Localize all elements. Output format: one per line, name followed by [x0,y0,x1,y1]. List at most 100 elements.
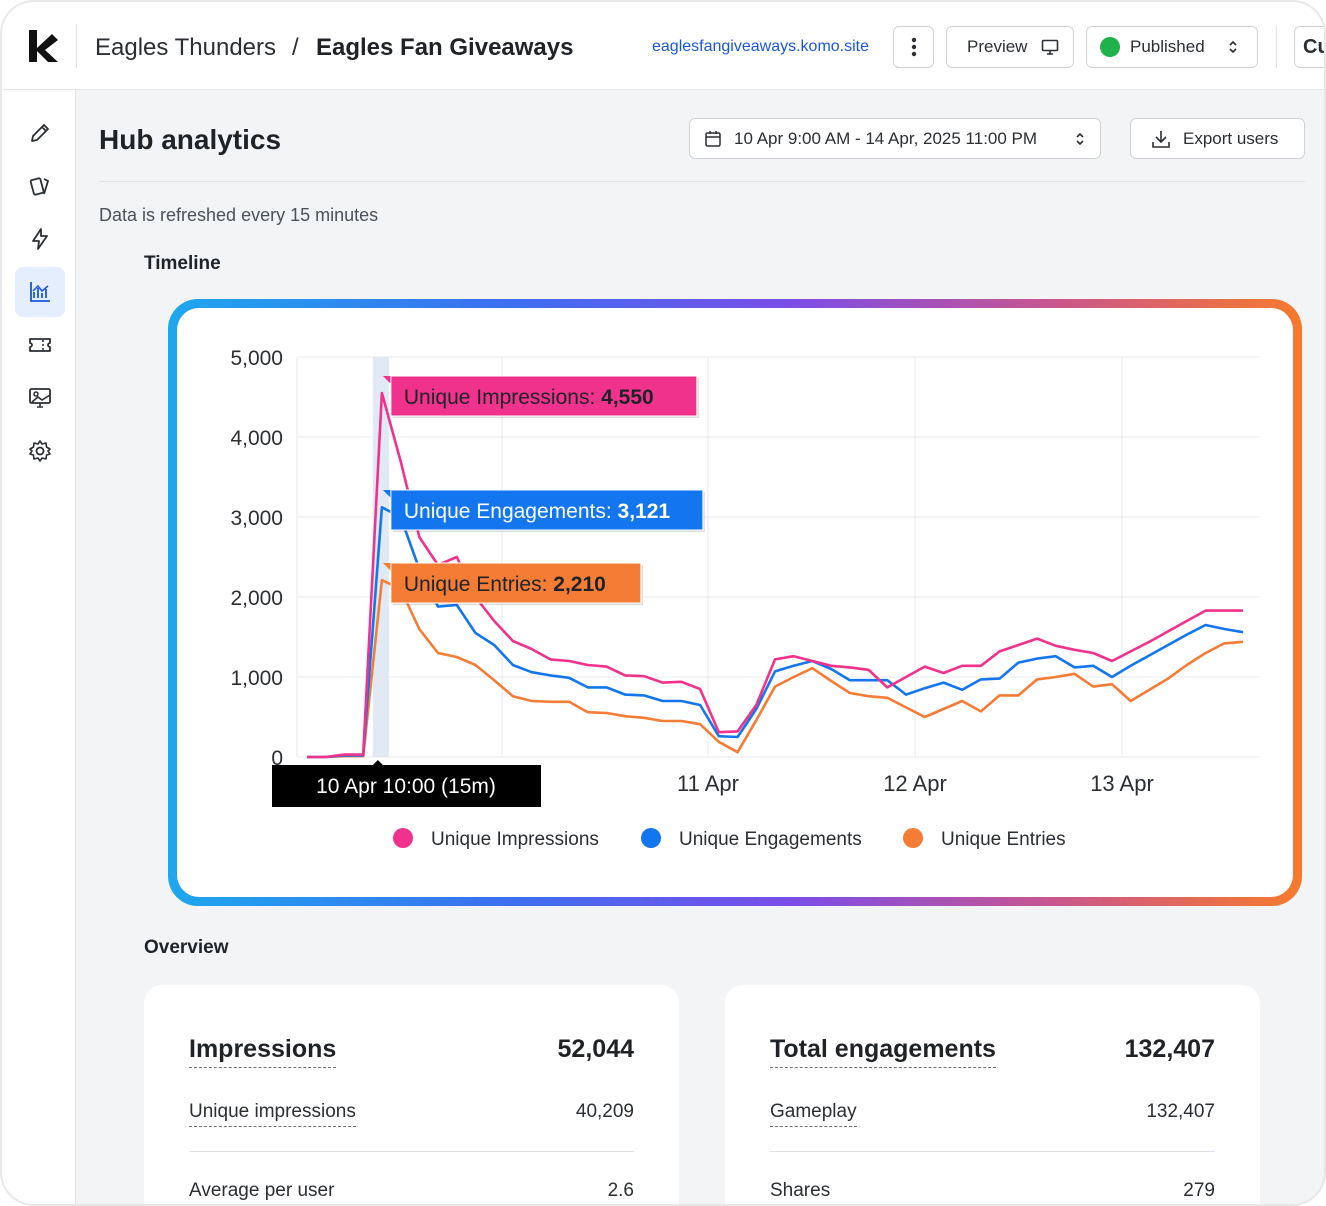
average-per-user-value: 2.6 [607,1180,634,1201]
komo-logo-icon[interactable] [24,28,60,64]
shares-value: 279 [1183,1180,1215,1201]
logo-divider [76,24,77,68]
sidebar-item-analytics[interactable] [15,267,65,317]
y-tick-label: 3,000 [230,507,283,530]
tooltip-value: 4,550 [601,386,654,409]
card-divider [770,1151,1215,1152]
engagements-title[interactable]: Total engagements [770,1035,996,1068]
series-line [307,506,1244,759]
x-tick-label: 11 Apr [677,771,739,796]
tooltip-pointer [382,563,391,571]
unique-impressions-value: 40,209 [575,1101,634,1122]
preview-label: Preview [967,37,1028,56]
hover-label-box [272,765,541,807]
tooltip-text: Unique Engagements: 3,121 [404,500,671,523]
sidebar-item-rewards[interactable] [15,320,65,370]
y-tick-label: 4,000 [230,427,283,450]
average-per-user-label: Average per user [189,1180,335,1201]
tooltip-label: Unique Impressions: [404,386,601,409]
pencil-icon [31,124,49,142]
tooltip-box [390,562,642,604]
tooltip-label: Unique Engagements: [404,500,618,523]
sidebar-item-settings[interactable] [15,426,65,476]
tooltip-text: Unique Entries: 2,210 [404,573,606,596]
chevron-updown-icon [1076,132,1084,145]
y-tick-label: 0 [271,747,283,770]
x-tick-label: 12 Apr [883,771,947,796]
legend-label: Unique Entries [941,829,1066,850]
toolbar-divider [1276,26,1277,68]
tooltip-value: 3,121 [618,500,671,523]
more-options-button[interactable] [893,26,934,68]
legend-marker [393,828,413,848]
gameplay-label[interactable]: Gameplay [770,1101,857,1127]
gear-icon [29,440,51,462]
impressions-card: Impressions 52,044 Unique impressions 40… [144,985,679,1204]
cards-icon [29,177,50,196]
tooltip-box [390,489,704,531]
overview-section-title: Overview [144,937,229,958]
sidebar [2,90,76,1204]
legend-label: Unique Impressions [431,829,599,850]
monitor-image-icon [29,388,51,408]
page-title: Hub analytics [99,124,282,155]
top-bar: Eagles Thunders / Eagles Fan Giveaways e… [2,2,1324,90]
export-users-label: Export users [1183,128,1279,148]
y-tick-label: 1,000 [230,667,283,690]
tooltip-pointer [382,376,391,384]
impressions-title[interactable]: Impressions [189,1035,337,1068]
tooltip-box [390,375,698,417]
sidebar-item-edit[interactable] [15,108,65,158]
ticket-icon [29,338,51,352]
tooltip-pointer [382,490,391,498]
sidebar-item-actions[interactable] [15,214,65,264]
tooltip-text: Unique Impressions: 4,550 [404,386,654,409]
timeline-chart-inner: 5,000 4,000 3,000 2,000 1,000 0 11 Apr 12 Apr 13… [177,308,1293,897]
legend-marker [641,828,661,848]
timeline-chart[interactable]: 5,000 4,000 3,000 2,000 1,000 0 11 Apr 12 Apr 13… [177,308,1293,897]
monitor-icon [1042,39,1059,55]
sidebar-item-display[interactable] [15,373,65,423]
publish-status-dropdown[interactable]: Published [1086,26,1258,68]
impressions-total: 52,044 [557,1035,634,1063]
y-tick-label: 2,000 [230,587,283,610]
chevron-updown-icon [1229,40,1237,54]
cropped-action-label: Cu [1303,35,1324,58]
breadcrumb-hub-name: Eagles Fan Giveaways [316,34,574,61]
tooltip-value: 2,210 [553,573,606,596]
kebab-menu-icon [911,37,916,57]
preview-button[interactable]: Preview [946,26,1074,68]
x-tick-label: 13 Apr [1090,771,1154,796]
engagements-total: 132,407 [1124,1035,1215,1063]
refresh-note: Data is refreshed every 15 minutes [99,205,379,225]
gameplay-value: 132,407 [1146,1101,1215,1122]
sidebar-item-cards[interactable] [15,161,65,211]
series-line [307,578,1244,759]
download-icon [1152,130,1170,148]
export-users-button[interactable]: Export users [1130,118,1305,159]
header-divider [99,181,1305,182]
timeline-section-title: Timeline [144,253,221,274]
unique-impressions-label[interactable]: Unique impressions [189,1101,356,1127]
status-label: Published [1130,37,1205,56]
shares-label: Shares [770,1180,831,1201]
breadcrumb-workspace[interactable]: Eagles Thunders [95,34,277,61]
legend-marker [903,828,923,848]
hover-label-pointer [371,760,384,766]
lightning-icon [32,228,48,250]
date-range-value: 10 Apr 9:00 AM - 14 Apr, 2025 11:00 PM [734,128,1038,148]
engagements-card: Total engagements 132,407 Gameplay 132,4… [725,985,1260,1204]
legend-label: Unique Engagements [679,829,862,850]
y-tick-label: 5,000 [230,347,283,370]
breadcrumb-separator: / [292,34,299,61]
calendar-icon [705,130,721,147]
tooltip-label: Unique Entries: [404,573,553,596]
timeline-chart-card: 5,000 4,000 3,000 2,000 1,000 0 11 Apr 12 Apr 13… [168,299,1302,906]
cropped-action-button[interactable]: Cu [1294,26,1324,68]
card-divider [189,1151,634,1152]
status-indicator [1100,37,1120,57]
hover-label-text: 10 Apr 10:00 (15m) [316,775,496,798]
date-range-picker[interactable]: 10 Apr 9:00 AM - 14 Apr, 2025 11:00 PM [689,118,1101,159]
site-url-link[interactable]: eaglesfangiveaways.komo.site [652,38,870,55]
